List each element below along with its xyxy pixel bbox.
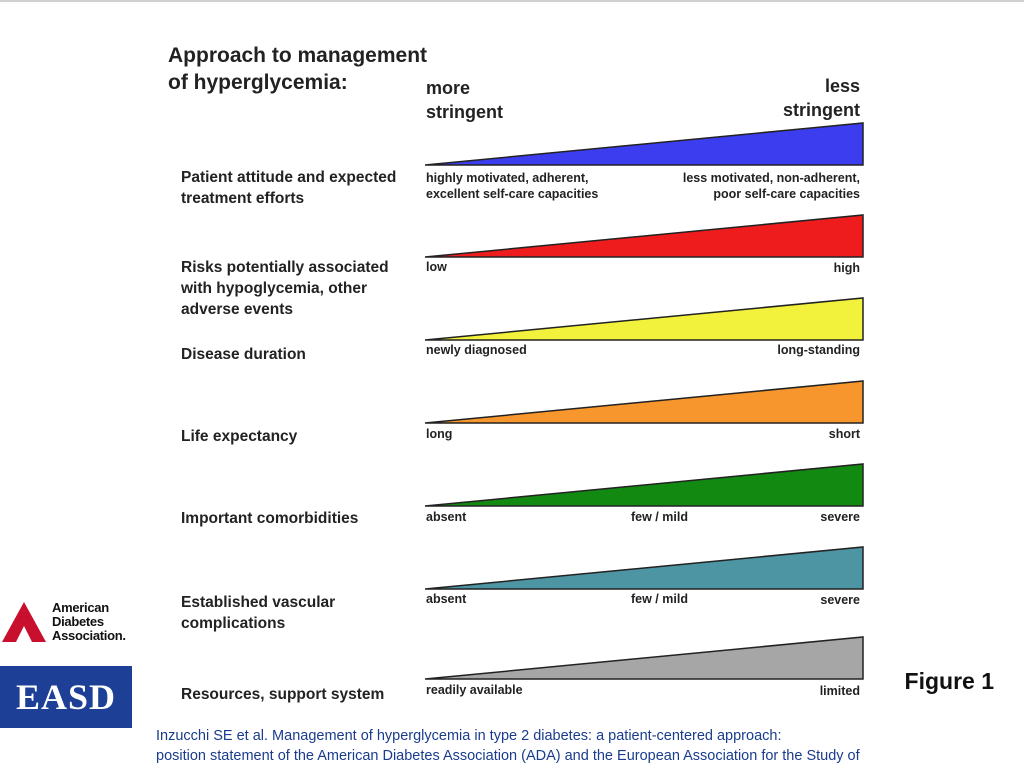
scale-right-hypoglycemia-risk: high [833,261,860,275]
top-rule [0,0,1024,2]
row-label-hypoglycemia-risk: Risks potentially associated with hypogl… [181,259,389,318]
wedge-shape [424,463,864,507]
header-less-stringent: less stringent [783,74,860,122]
diagram-title-line: of hyperglycemia: [168,71,348,94]
wedge-life-expectancy [424,380,864,424]
wedge-resources [424,636,864,680]
scale-left-resources: readily available [426,683,523,697]
wedge-vascular-complications [424,546,864,590]
row-label-vascular-complications: Established vascular complications [181,594,336,632]
header-right-line: less [824,76,860,96]
wedge-comorbidities [424,463,864,507]
wedge-shape [424,297,864,341]
wedge-shape [424,546,864,590]
ada-logo [2,602,46,642]
wedge-disease-duration [424,297,864,341]
citation: Inzucchi SE et al. Management of hypergl… [156,726,1016,766]
ada-logo-line: Association. [52,628,126,643]
citation-line: Inzucchi SE et al. Management of hypergl… [156,728,782,744]
wedge-patient-attitude [424,122,864,166]
easd-logo-text: EASD [15,677,117,717]
figure-label: Figure 1 [904,668,994,694]
header-more-stringent: more stringent [426,76,503,124]
scale-left-life-expectancy: long [426,427,453,441]
wedge-shape [424,380,864,424]
scale-left-hypoglycemia-risk: low [426,260,447,274]
scale-right-line: poor self-care capacities [713,187,860,201]
row-label-life-expectancy: Life expectancy [181,428,298,445]
row-label-comorbidities: Important comorbidities [181,510,359,527]
scale-middle-comorbidities: few / mild [631,510,688,524]
diagram-title-line: Approach to management [168,44,428,67]
scale-right-patient-attitude: less motivated, non-adherent, poor self-… [683,170,860,202]
wedge-hypoglycemia-risk [424,214,864,258]
scale-left-disease-duration: newly diagnosed [426,343,527,357]
scale-right-life-expectancy: short [828,427,860,441]
ada-logo-text: American Diabetes Association. [52,601,126,643]
ada-logo-line: American [52,600,109,615]
scale-right-disease-duration: long-standing [777,343,860,357]
diagram-title: Approach to management of hyperglycemia: [168,42,448,96]
scale-left-patient-attitude: highly motivated, adherent, excellent se… [426,170,598,202]
ada-logo-line: Diabetes [52,614,104,629]
scale-left-line: excellent self-care capacities [426,187,599,201]
scale-right-line: less motivated, non-adherent, [682,171,860,185]
ada-triangle-icon [2,602,46,642]
row-label-patient-attitude: Patient attitude and expected treatment … [181,169,397,207]
scale-right-resources: limited [819,684,860,698]
row-label-resources: Resources, support system [181,686,385,703]
scale-right-comorbidities: severe [820,510,860,524]
scale-left-vascular-complications: absent [426,592,467,606]
row-label-disease-duration: Disease duration [181,346,306,363]
scale-right-vascular-complications: severe [820,593,860,607]
citation-line: position statement of the American Diabe… [156,748,860,764]
scale-left-line: highly motivated, adherent, [426,171,589,185]
header-left-line: stringent [426,102,504,122]
header-right-line: stringent [782,100,860,120]
wedge-shape [424,636,864,680]
scale-left-comorbidities: absent [426,510,467,524]
wedge-shape [424,214,864,258]
wedge-shape [424,122,864,166]
easd-logo: EASD [0,666,132,728]
scale-middle-vascular-complications: few / mild [631,592,688,606]
header-left-line: more [426,78,471,98]
